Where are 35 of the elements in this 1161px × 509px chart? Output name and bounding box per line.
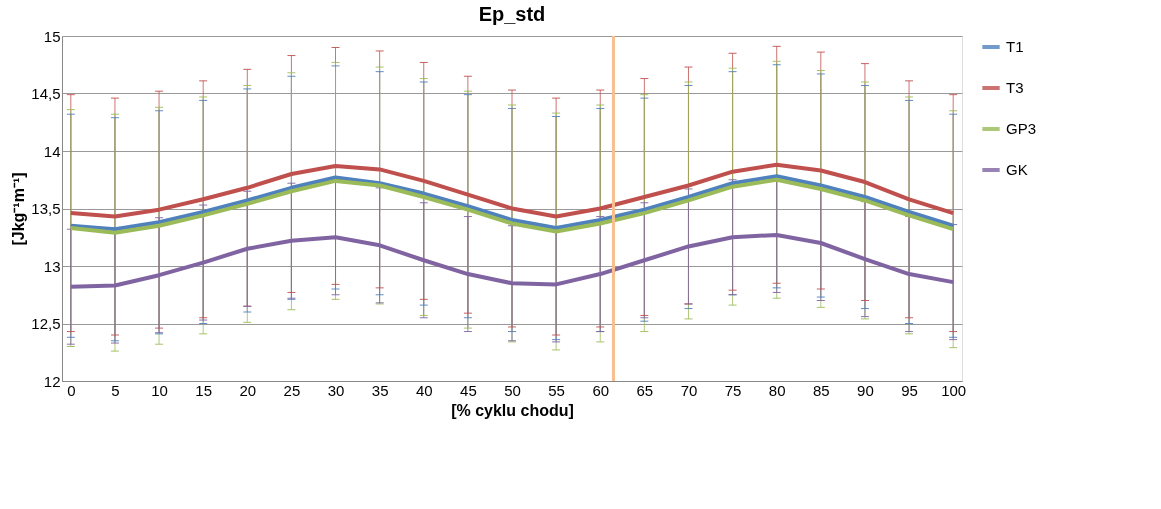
- x-tick-label: 0: [67, 381, 76, 399]
- legend-label: GK: [1006, 161, 1028, 178]
- y-tick-label: 12: [43, 372, 61, 390]
- y-tick-label: 14: [43, 142, 61, 160]
- legend-label: GP3: [1006, 120, 1037, 137]
- x-tick-label: 5: [111, 381, 120, 399]
- x-tick-label: 75: [724, 381, 742, 399]
- x-tick-label: 15: [195, 381, 213, 399]
- x-tick-label: 25: [283, 381, 301, 399]
- y-tick-label: 12,5: [31, 315, 61, 332]
- x-tick-label: 70: [680, 381, 698, 399]
- x-tick-label: 40: [415, 381, 433, 399]
- x-tick-label: 20: [239, 381, 257, 399]
- y-tick-label: 13: [43, 257, 61, 275]
- legend-label: T3: [1006, 79, 1024, 96]
- y-tick-label: 13,5: [31, 200, 61, 217]
- x-tick-label: 100: [941, 381, 967, 399]
- x-tick-label: 50: [504, 381, 521, 399]
- x-tick-label: 45: [460, 381, 477, 399]
- x-tick-label: 85: [812, 381, 830, 399]
- x-tick-label: 10: [151, 381, 168, 399]
- x-axis-title: [% cyklu chodu]: [451, 401, 574, 419]
- y-axis-title: [Jkg⁻¹m⁻¹]: [10, 172, 28, 246]
- x-tick-label: 95: [901, 381, 918, 399]
- x-tick-label: 80: [768, 381, 786, 399]
- chart-title: Ep_std: [478, 3, 546, 25]
- x-tick-label: 30: [327, 381, 345, 399]
- x-tick-label: 35: [371, 381, 389, 399]
- y-tick-label: 14,5: [31, 85, 61, 102]
- x-tick-label: 55: [548, 381, 565, 399]
- legend-label: T1: [1006, 38, 1024, 55]
- y-tick-label: 15: [43, 27, 61, 45]
- x-tick-label: 90: [857, 381, 874, 399]
- x-tick-label: 65: [636, 381, 654, 399]
- x-tick-label: 60: [592, 381, 610, 399]
